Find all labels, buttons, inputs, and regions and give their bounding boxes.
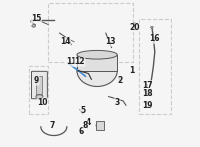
Ellipse shape <box>119 78 121 81</box>
Bar <box>48 3 133 62</box>
Text: 9: 9 <box>34 76 39 85</box>
Ellipse shape <box>32 25 35 27</box>
Bar <box>139 19 171 114</box>
Text: 20: 20 <box>129 23 140 32</box>
Ellipse shape <box>96 123 104 128</box>
Ellipse shape <box>145 84 147 86</box>
Text: 16: 16 <box>150 34 160 43</box>
Text: 6: 6 <box>79 127 84 136</box>
Bar <box>29 66 48 114</box>
Text: 11: 11 <box>66 57 76 66</box>
Ellipse shape <box>145 91 147 93</box>
Text: 8: 8 <box>83 121 88 130</box>
Bar <box>77 55 117 71</box>
Text: 1: 1 <box>129 66 134 75</box>
Ellipse shape <box>36 95 43 98</box>
Text: 15: 15 <box>31 14 42 23</box>
Text: 2: 2 <box>118 76 123 85</box>
Text: 3: 3 <box>115 98 120 107</box>
Ellipse shape <box>145 101 147 103</box>
Text: 7: 7 <box>50 121 55 130</box>
Ellipse shape <box>151 26 153 28</box>
Ellipse shape <box>133 23 136 26</box>
Text: 4: 4 <box>86 118 91 127</box>
Text: 18: 18 <box>142 89 153 98</box>
Text: 10: 10 <box>37 98 48 107</box>
FancyBboxPatch shape <box>31 71 47 99</box>
Ellipse shape <box>77 50 117 59</box>
Text: 17: 17 <box>142 81 153 90</box>
Text: 13: 13 <box>105 37 115 46</box>
Bar <box>36 76 42 94</box>
Text: 19: 19 <box>142 101 153 110</box>
Ellipse shape <box>80 132 82 134</box>
Text: 14: 14 <box>60 37 71 46</box>
Text: 5: 5 <box>80 106 85 116</box>
Text: 12: 12 <box>75 57 85 66</box>
Ellipse shape <box>77 55 117 86</box>
Bar <box>96 121 104 130</box>
